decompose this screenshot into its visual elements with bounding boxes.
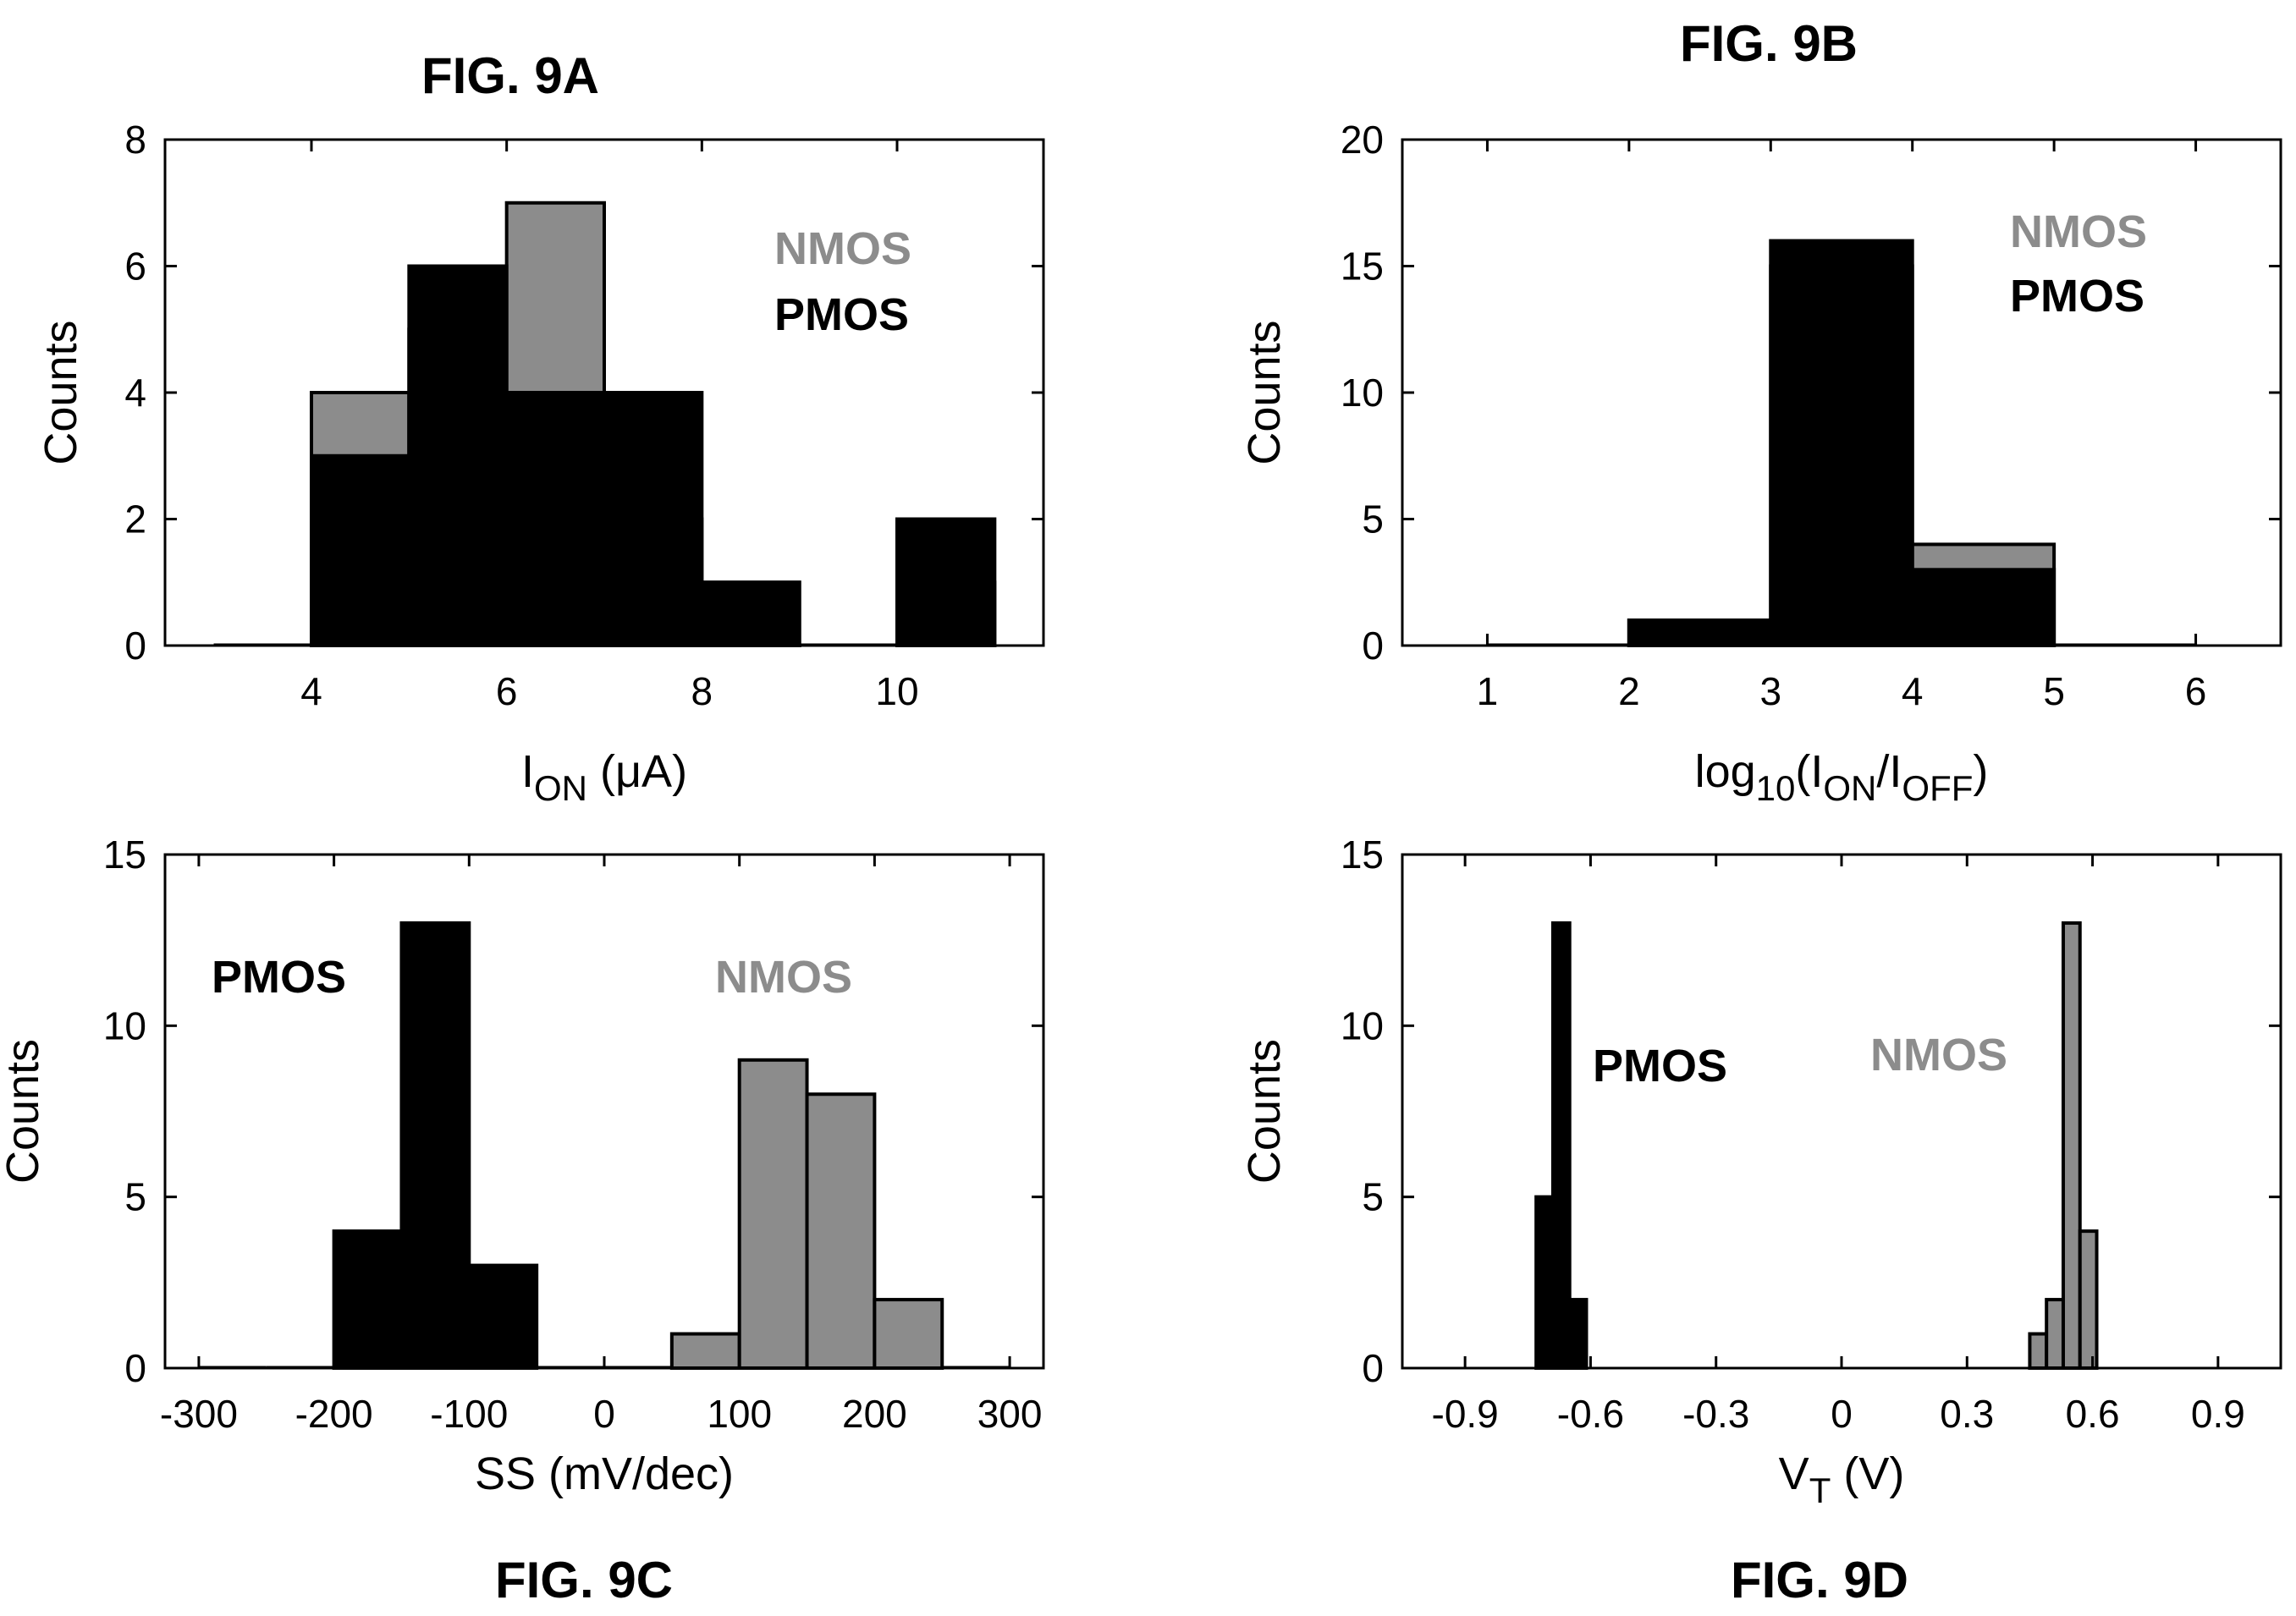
x-tick-label: 8 [691, 669, 713, 713]
x-tick-label: 4 [300, 669, 322, 713]
figure-title: FIG. 9B [1680, 15, 1858, 72]
y-axis-label: Counts [0, 1039, 48, 1184]
chart-9b: 1 2 3 4 5 6 0 5 10 15 20 Counts log10(ION/IOFF) FIG. … [1239, 15, 2282, 808]
y-axis-label: Counts [1239, 1039, 1290, 1184]
bar-pmos [1627, 618, 1773, 647]
bar-pmos [700, 580, 801, 647]
bar-pmos [467, 1263, 539, 1370]
x-tick-label: -200 [295, 1392, 373, 1436]
y-tick-label: 10 [1341, 371, 1384, 415]
y-tick-label: 15 [103, 833, 146, 877]
x-axis-label: SS (mV/dec) [475, 1448, 734, 1499]
y-tick-label: 5 [1362, 1175, 1384, 1219]
legend-pmos: PMOS [774, 289, 909, 340]
bar-nmos [2045, 1298, 2065, 1370]
y-axis-label: Counts [1239, 320, 1290, 464]
y-tick-label: 0 [1362, 1346, 1384, 1390]
x-tick-label: 200 [842, 1392, 907, 1436]
y-tick-label: 15 [1341, 245, 1384, 289]
legend-nmos: NMOS [715, 952, 852, 1003]
y-tick-label: 5 [1362, 497, 1384, 541]
bar-pmos [895, 517, 997, 647]
x-tick-label: 5 [2043, 669, 2065, 713]
x-tick-label: 0.6 [2066, 1392, 2120, 1436]
chart-9c: -300 -200 -100 0 100 200 300 0 5 10 15 Counts SS (mV… [0, 833, 1045, 1608]
x-tick-label: -0.9 [1432, 1392, 1499, 1436]
chart-9a: 4 6 8 10 0 2 4 6 8 Counts ION (μA) FIG. 9A NMOS PMOS [36, 47, 1045, 808]
x-tick-label: -0.6 [1557, 1392, 1624, 1436]
y-tick-label: 6 [124, 245, 146, 289]
legend-pmos: PMOS [2010, 271, 2145, 322]
y-tick-label: 0 [1362, 624, 1384, 668]
y-tick-label: 5 [124, 1175, 146, 1219]
bar-nmos [2061, 921, 2082, 1370]
x-tick-label: -300 [160, 1392, 238, 1436]
bar-pmos [407, 264, 509, 647]
legend-pmos: PMOS [1593, 1041, 1727, 1091]
x-tick-label: 0 [593, 1392, 615, 1436]
x-tick-label: 300 [977, 1392, 1043, 1436]
chart-9d: -0.9 -0.6 -0.3 0 0.3 0.6 0.9 0 5 10 15 Counts VT (V)… [1239, 833, 2282, 1608]
y-tick-label: 2 [124, 497, 146, 541]
figure-title: FIG. 9C [495, 1552, 673, 1608]
legend-pmos: PMOS [212, 952, 346, 1003]
x-tick-label: 2 [1618, 669, 1640, 713]
x-tick-label: -0.3 [1682, 1392, 1749, 1436]
x-tick-label: 1 [1477, 669, 1499, 713]
x-axis-label: ION (μA) [521, 746, 687, 808]
y-tick-label: 15 [1341, 833, 1384, 877]
x-tick-label: -100 [430, 1392, 508, 1436]
x-tick-label: 3 [1759, 669, 1781, 713]
x-tick-label: 10 [875, 669, 918, 713]
y-tick-label: 10 [1341, 1003, 1384, 1047]
bar-pmos [1910, 568, 2056, 647]
bar-pmos [603, 391, 704, 647]
legend-nmos: NMOS [2010, 206, 2147, 257]
x-tick-label: 6 [2185, 669, 2207, 713]
bar-nmos [805, 1092, 877, 1371]
plot-frame [163, 853, 1045, 1370]
x-tick-label: 0.3 [1940, 1392, 1994, 1436]
x-axis-label: log10(ION/IOFF) [1695, 746, 1989, 808]
bar-pmos [504, 391, 607, 647]
y-tick-label: 4 [124, 371, 146, 415]
bar-pmos [1769, 239, 1914, 647]
bar-nmos [737, 1058, 809, 1371]
bar-pmos [332, 1229, 404, 1370]
x-axis-label: VT (V) [1779, 1448, 1905, 1510]
figure-title: FIG. 9D [1731, 1552, 1908, 1608]
y-axis-label: Counts [36, 320, 86, 464]
bar-nmos [873, 1298, 944, 1370]
bar-pmos [310, 453, 411, 647]
x-tick-label: 6 [496, 669, 518, 713]
plot-frame [1401, 853, 2282, 1370]
bar-pmos [399, 921, 471, 1370]
x-tick-label: 4 [1902, 669, 1924, 713]
bar-pmos [1550, 921, 1572, 1370]
y-tick-label: 0 [124, 1346, 146, 1390]
bar-pmos [1567, 1298, 1588, 1370]
bar-nmos [669, 1332, 741, 1370]
bar-pmos [1534, 1195, 1555, 1370]
figure-title: FIG. 9A [421, 47, 599, 104]
legend-nmos: NMOS [774, 223, 911, 274]
bar-nmos [2028, 1332, 2049, 1370]
bar-nmos [2078, 1229, 2099, 1370]
y-tick-label: 8 [124, 118, 146, 162]
x-tick-label: 0 [1831, 1392, 1853, 1436]
y-tick-label: 0 [124, 624, 146, 668]
y-tick-label: 20 [1341, 118, 1384, 162]
legend-nmos: NMOS [1870, 1030, 2007, 1080]
x-tick-label: 0.9 [2191, 1392, 2245, 1436]
x-tick-label: 100 [707, 1392, 772, 1436]
y-tick-label: 10 [103, 1003, 146, 1047]
